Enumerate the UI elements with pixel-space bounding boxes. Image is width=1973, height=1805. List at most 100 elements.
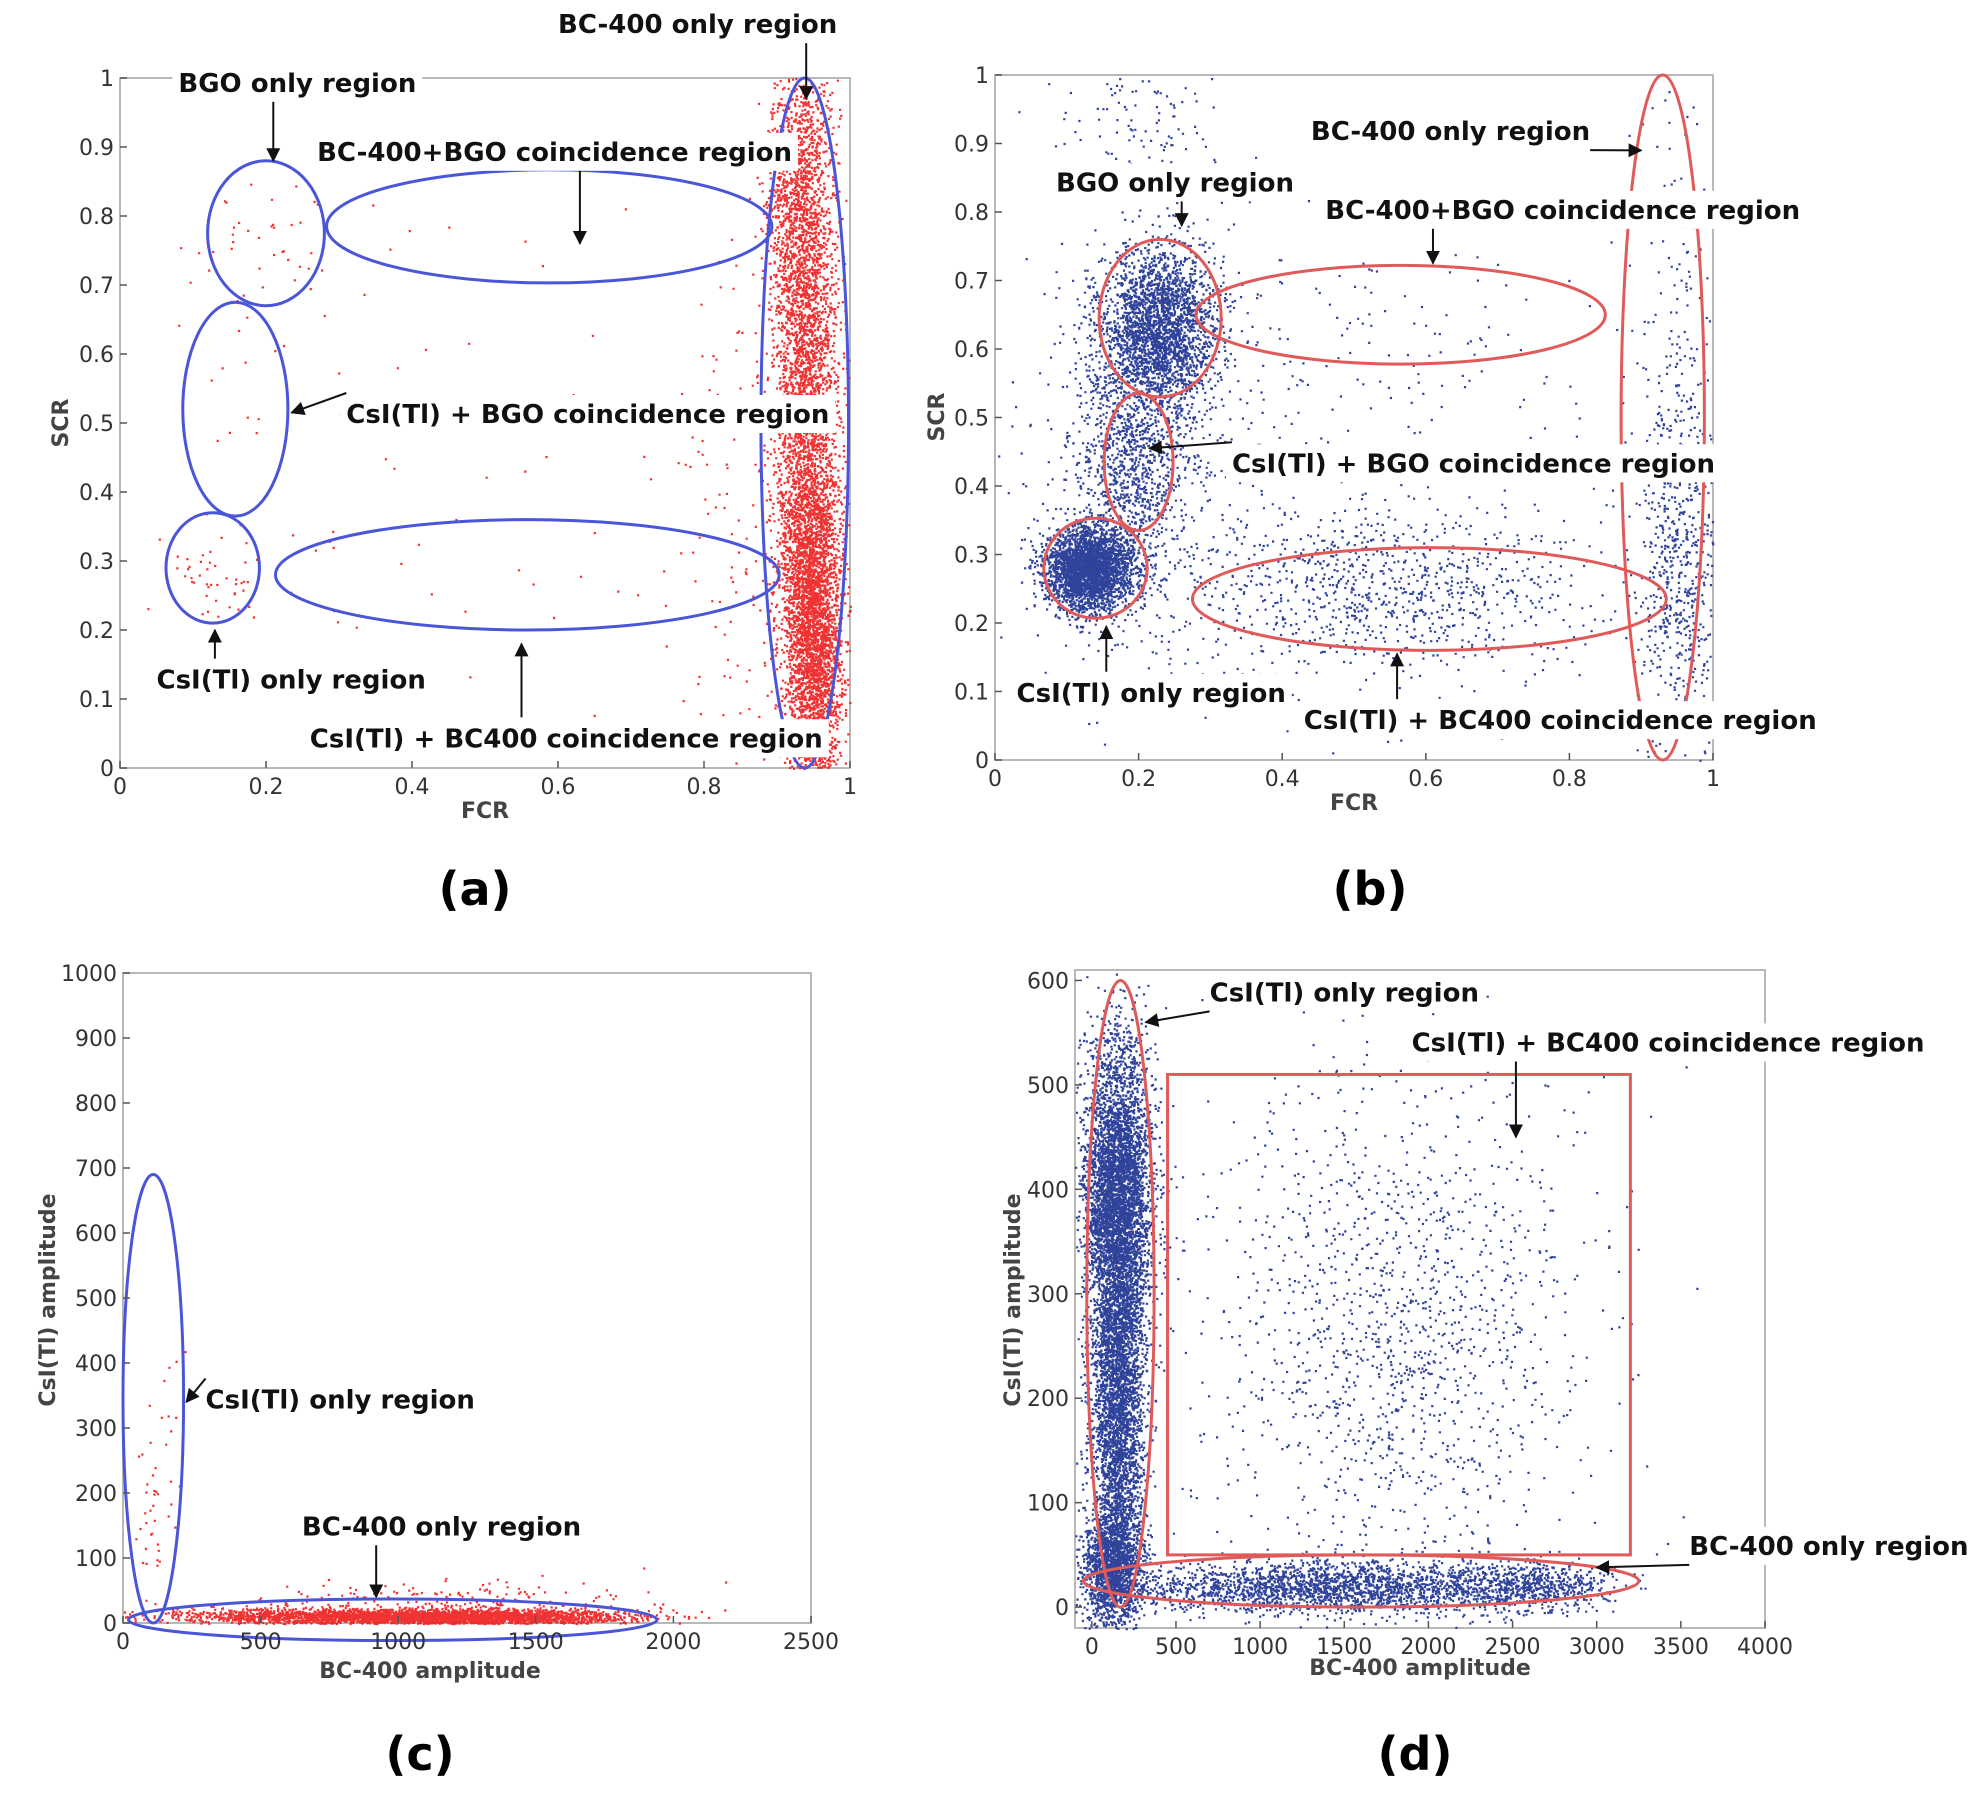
region-annotation: BC-400 only region (1689, 1532, 1968, 1562)
x-tick-label: 1 (1706, 767, 1720, 792)
scatter-points (998, 78, 1715, 762)
x-tick-label: 2000 (1400, 1635, 1456, 1660)
y-tick-label: 0.1 (954, 681, 989, 706)
y-ticks: 0 0.1 0.2 0.3 0.4 0.5 0.6 0.7 0.8 0.9 1 (954, 64, 1002, 774)
annotation-bg (340, 395, 836, 433)
region-ellipse (1097, 237, 1223, 399)
y-tick-label: 0.9 (954, 133, 989, 158)
region-ellipse (1619, 73, 1706, 762)
annotation-bg (1319, 190, 1807, 229)
annotation-bg (1203, 973, 1485, 1012)
region-annotation: CsI(Tl) only region (1210, 978, 1479, 1008)
y-tick-label: 300 (1027, 1283, 1069, 1308)
region-ellipse (121, 1173, 186, 1625)
x-tick-label: 4000 (1737, 1635, 1793, 1660)
region-annotation: BC-400+BGO coincidence region (317, 138, 792, 168)
data-points (998, 78, 1715, 762)
x-tick-label: 0.2 (249, 775, 284, 800)
annotation-bg (1050, 163, 1300, 202)
y-tick-label: 0.7 (79, 274, 114, 299)
y-tick-label: 0 (103, 1612, 117, 1637)
y-tick-label: 0 (100, 757, 114, 782)
x-tick-label: 0.6 (541, 775, 576, 800)
scatter-points (147, 78, 852, 771)
x-tick-label: 0 (988, 767, 1002, 792)
y-tick-label: 600 (75, 1222, 117, 1247)
region-ellipse (1190, 546, 1668, 652)
region-ellipse (206, 159, 326, 308)
annotation-bg (311, 132, 798, 171)
region-annotation: CsI(Tl) only region (157, 666, 426, 696)
x-tick-label: 2500 (1485, 1635, 1541, 1660)
y-tick-label: 0.4 (79, 481, 114, 506)
panel-b: 0 0.2 0.4 0.6 0.8 1 0 0.1 0.2 0.3 0.4 0.5 0.6 0.7 0.8… (925, 64, 1823, 916)
y-tick-label: 0.2 (954, 612, 989, 637)
y-tick-label: 0.3 (954, 544, 989, 569)
annotations: CsI(Tl) only region BC-400 only region (185, 1377, 588, 1599)
annotation-bg (1297, 701, 1823, 740)
panel-label: (c) (385, 1727, 454, 1781)
region-annotation: CsI(Tl) + BGO coincidence region (1232, 449, 1715, 479)
y-tick-label: 1 (975, 64, 989, 89)
x-tick-label: 0.8 (1552, 767, 1587, 792)
panel-c: 0 500 1000 1500 2000 2500 0 100 200 300 400 500 600… (36, 962, 839, 1781)
y-tick-label: 0.7 (954, 270, 989, 295)
region-annotation: BGO only region (1056, 168, 1294, 198)
y-tick-label: 0.8 (79, 205, 114, 230)
x-tick-label: 3500 (1653, 1635, 1709, 1660)
region-annotation: CsI(Tl) only region (1017, 679, 1286, 709)
y-tick-label: 0.6 (79, 343, 114, 368)
region-annotation: CsI(Tl) + BC400 coincidence region (310, 724, 823, 754)
region-ellipse (1042, 516, 1149, 620)
annotations: CsI(Tl) only region CsI(Tl) + BC400 coinc… (1144, 973, 1973, 1575)
x-tick-label: 1500 (1316, 1635, 1372, 1660)
x-axis-label: BC-400 amplitude (1309, 1656, 1531, 1681)
annotation-bg (1683, 1526, 1973, 1565)
region-ellipse (273, 518, 781, 632)
annotation-bg (303, 719, 829, 758)
x-ticks: 0 0.2 0.4 0.6 0.8 1 (113, 761, 857, 800)
y-axis-label: CsI(Tl) amplitude (36, 1193, 61, 1406)
region-ellipse (1194, 263, 1607, 366)
region-annotation: BGO only region (178, 69, 416, 99)
x-tick-label: 0.6 (1408, 767, 1443, 792)
x-tick-label: 3000 (1569, 1635, 1625, 1660)
y-tick-label: 0.1 (79, 688, 114, 713)
y-tick-label: 0.5 (79, 412, 114, 437)
y-tick-label: 700 (75, 1157, 117, 1182)
y-tick-label: 0.3 (79, 550, 114, 575)
x-tick-label: 500 (240, 1630, 282, 1655)
region-annotation: CsI(Tl) only region (206, 1386, 475, 1416)
y-tick-label: 0.5 (954, 407, 989, 432)
panel-d: 0 500 1000 1500 2000 2500 3000 3500 4000 0 100 200… (1001, 969, 1973, 1781)
y-tick-label: 900 (75, 1027, 117, 1052)
y-tick-label: 0.6 (954, 338, 989, 363)
region-annotation: BC-400 only region (302, 1512, 581, 1542)
x-tick-label: 1500 (508, 1630, 564, 1655)
region-ellipse (164, 511, 261, 625)
y-tick-label: 200 (75, 1482, 117, 1507)
y-tick-label: 0.4 (954, 475, 989, 500)
x-ticks: 0 500 1000 1500 2000 2500 (116, 1616, 839, 1655)
x-tick-label: 1000 (1232, 1635, 1288, 1660)
y-tick-label: 600 (1027, 969, 1069, 994)
region-annotation: CsI(Tl) + BGO coincidence region (346, 400, 829, 430)
y-ticks: 0 0.1 0.2 0.3 0.4 0.5 0.6 0.7 0.8 0.9 1 (79, 67, 127, 782)
x-tick-label: 1 (843, 775, 857, 800)
plot-frame (1074, 969, 1766, 1629)
y-tick-label: 200 (1027, 1387, 1069, 1412)
region-ellipse (127, 1597, 659, 1643)
panel-label: (a) (438, 862, 511, 916)
x-tick-label: 0 (116, 1630, 130, 1655)
region-box (1166, 1072, 1632, 1557)
annotation-arrow (1147, 440, 1233, 455)
y-tick-label: 0.8 (954, 201, 989, 226)
regions (121, 1173, 659, 1643)
annotation-bg (1304, 112, 1597, 151)
annotation-arrow (1144, 1010, 1210, 1028)
y-axis-label: CsI(Tl) amplitude (1001, 1193, 1026, 1406)
region-annotation: BC-400+BGO coincidence region (1325, 196, 1800, 226)
region-ellipse (181, 300, 290, 518)
x-tick-label: 0 (1085, 1635, 1099, 1660)
